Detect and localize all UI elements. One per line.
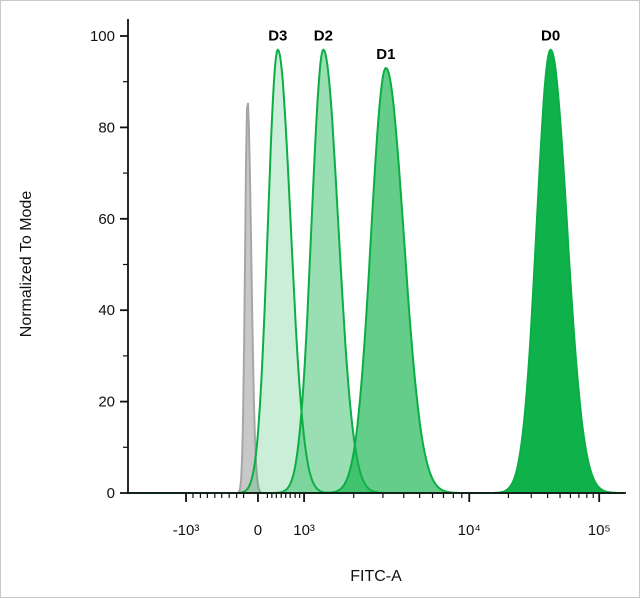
y-tick-label-80: 80 [98, 119, 115, 136]
series-fill-D1 [128, 68, 624, 493]
y-tick-label-0: 0 [107, 485, 115, 502]
x-tick-label: 10⁵ [588, 522, 611, 539]
x-tick-label: -10³ [173, 522, 200, 539]
y-tick-label-100: 100 [90, 28, 115, 45]
y-tick-label-20: 20 [98, 394, 115, 411]
peak-label-D0: D0 [541, 28, 560, 45]
x-tick-label: 0 [254, 522, 262, 539]
series-fill-D0 [128, 49, 624, 493]
x-tick-label: 10³ [293, 522, 315, 539]
x-axis-title: FITC-A [350, 568, 402, 585]
y-axis-title: Normalized To Mode [18, 191, 35, 338]
x-tick-label: 10⁴ [458, 522, 481, 539]
series-fill-Unstained [128, 103, 624, 493]
peak-label-D2: D2 [314, 28, 333, 45]
peak-label-D1: D1 [376, 46, 395, 63]
peak-label-D3: D3 [268, 28, 287, 45]
y-tick-label-40: 40 [98, 302, 115, 319]
y-tick-label-60: 60 [98, 211, 115, 228]
